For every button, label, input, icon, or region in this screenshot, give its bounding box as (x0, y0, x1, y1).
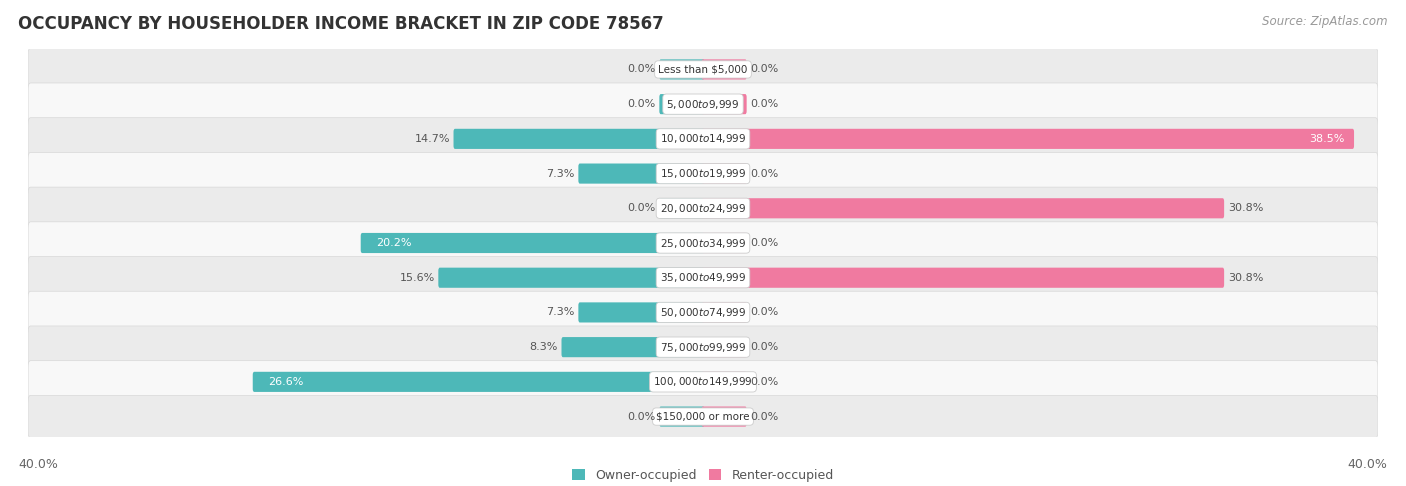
FancyBboxPatch shape (28, 48, 1378, 90)
Text: 0.0%: 0.0% (627, 65, 655, 74)
FancyBboxPatch shape (561, 337, 704, 357)
FancyBboxPatch shape (454, 129, 704, 149)
Text: 7.3%: 7.3% (547, 308, 575, 317)
FancyBboxPatch shape (28, 291, 1378, 333)
FancyBboxPatch shape (28, 222, 1378, 264)
Text: 0.0%: 0.0% (751, 342, 779, 352)
Legend: Owner-occupied, Renter-occupied: Owner-occupied, Renter-occupied (572, 469, 834, 482)
Text: 0.0%: 0.0% (627, 203, 655, 213)
Text: 40.0%: 40.0% (1348, 458, 1388, 471)
Text: OCCUPANCY BY HOUSEHOLDER INCOME BRACKET IN ZIP CODE 78567: OCCUPANCY BY HOUSEHOLDER INCOME BRACKET … (18, 15, 664, 33)
FancyBboxPatch shape (28, 187, 1378, 229)
FancyBboxPatch shape (28, 257, 1378, 299)
Text: 26.6%: 26.6% (267, 377, 304, 387)
FancyBboxPatch shape (253, 372, 704, 392)
FancyBboxPatch shape (702, 372, 747, 392)
FancyBboxPatch shape (702, 233, 747, 253)
Text: 0.0%: 0.0% (627, 99, 655, 109)
FancyBboxPatch shape (659, 94, 704, 114)
FancyBboxPatch shape (361, 233, 704, 253)
FancyBboxPatch shape (702, 198, 1225, 218)
FancyBboxPatch shape (439, 268, 704, 288)
FancyBboxPatch shape (659, 198, 704, 218)
Text: $5,000 to $9,999: $5,000 to $9,999 (666, 98, 740, 111)
FancyBboxPatch shape (659, 406, 704, 427)
Text: $35,000 to $49,999: $35,000 to $49,999 (659, 271, 747, 284)
FancyBboxPatch shape (28, 118, 1378, 160)
FancyBboxPatch shape (28, 326, 1378, 368)
Text: 15.6%: 15.6% (399, 273, 434, 283)
Text: 7.3%: 7.3% (547, 169, 575, 178)
FancyBboxPatch shape (702, 302, 747, 323)
Text: Less than $5,000: Less than $5,000 (658, 65, 748, 74)
FancyBboxPatch shape (702, 129, 1354, 149)
FancyBboxPatch shape (659, 59, 704, 80)
Text: 30.8%: 30.8% (1227, 203, 1263, 213)
Text: 14.7%: 14.7% (415, 134, 450, 144)
Text: 0.0%: 0.0% (751, 377, 779, 387)
Text: 8.3%: 8.3% (530, 342, 558, 352)
Text: $100,000 to $149,999: $100,000 to $149,999 (654, 375, 752, 388)
Text: 0.0%: 0.0% (751, 99, 779, 109)
FancyBboxPatch shape (702, 94, 747, 114)
FancyBboxPatch shape (578, 163, 704, 184)
FancyBboxPatch shape (702, 163, 747, 184)
Text: $15,000 to $19,999: $15,000 to $19,999 (659, 167, 747, 180)
Text: 0.0%: 0.0% (627, 412, 655, 421)
Text: 0.0%: 0.0% (751, 308, 779, 317)
Text: $50,000 to $74,999: $50,000 to $74,999 (659, 306, 747, 319)
FancyBboxPatch shape (28, 396, 1378, 438)
FancyBboxPatch shape (28, 83, 1378, 125)
FancyBboxPatch shape (702, 337, 747, 357)
FancyBboxPatch shape (702, 59, 747, 80)
Text: $20,000 to $24,999: $20,000 to $24,999 (659, 202, 747, 215)
FancyBboxPatch shape (702, 406, 747, 427)
Text: 0.0%: 0.0% (751, 169, 779, 178)
Text: 0.0%: 0.0% (751, 65, 779, 74)
FancyBboxPatch shape (702, 268, 1225, 288)
FancyBboxPatch shape (578, 302, 704, 323)
Text: $150,000 or more: $150,000 or more (657, 412, 749, 421)
Text: 40.0%: 40.0% (18, 458, 58, 471)
Text: $75,000 to $99,999: $75,000 to $99,999 (659, 341, 747, 354)
FancyBboxPatch shape (28, 361, 1378, 403)
Text: 0.0%: 0.0% (751, 412, 779, 421)
Text: $10,000 to $14,999: $10,000 to $14,999 (659, 132, 747, 145)
Text: 0.0%: 0.0% (751, 238, 779, 248)
Text: Source: ZipAtlas.com: Source: ZipAtlas.com (1263, 15, 1388, 28)
FancyBboxPatch shape (28, 153, 1378, 195)
Text: $25,000 to $34,999: $25,000 to $34,999 (659, 237, 747, 249)
Text: 30.8%: 30.8% (1227, 273, 1263, 283)
Text: 38.5%: 38.5% (1309, 134, 1344, 144)
Text: 20.2%: 20.2% (375, 238, 411, 248)
